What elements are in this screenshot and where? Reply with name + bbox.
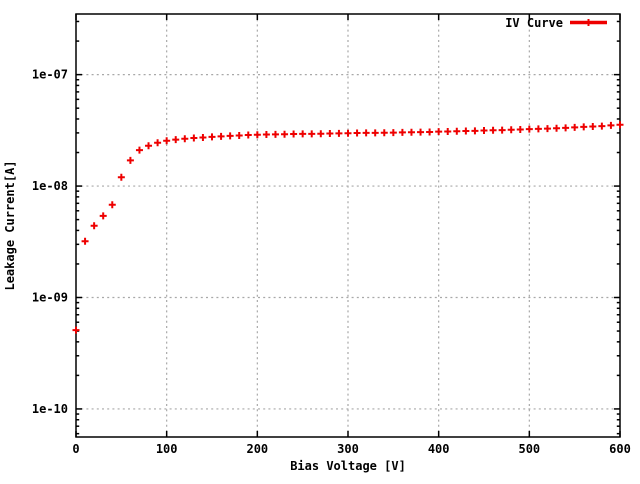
legend-sample-line [570, 19, 607, 26]
data-point-marker [217, 132, 225, 140]
data-point-marker [163, 137, 171, 145]
data-point-marker [271, 130, 279, 138]
data-point-marker [99, 212, 107, 220]
data-point-marker [435, 128, 443, 136]
data-point-marker [380, 129, 388, 137]
data-point-marker [235, 132, 243, 140]
legend-sample-marker [585, 19, 592, 26]
data-point-marker [181, 135, 189, 143]
data-point-marker [571, 123, 579, 131]
x-tick-label: 300 [337, 442, 359, 456]
x-tick-label: 600 [609, 442, 631, 456]
data-point-marker [154, 139, 162, 147]
data-point-marker [362, 129, 370, 137]
data-point-marker [199, 133, 207, 141]
data-point-marker [117, 173, 125, 181]
data-point-marker [525, 125, 533, 133]
data-point-marker [262, 131, 270, 139]
data-point-marker [444, 127, 452, 135]
data-point-marker [281, 130, 289, 138]
x-tick-label: 500 [518, 442, 540, 456]
data-point-marker [498, 126, 506, 134]
data-point-marker [308, 130, 316, 138]
data-point-marker [462, 127, 470, 135]
data-point-marker [543, 125, 551, 133]
data-point-marker [326, 130, 334, 138]
data-point-marker [371, 129, 379, 137]
data-point-marker [516, 125, 524, 133]
data-point-marker [616, 121, 624, 129]
data-point-marker [72, 326, 80, 334]
data-point-marker [126, 156, 134, 164]
data-point-marker [489, 126, 497, 134]
data-point-marker [480, 127, 488, 135]
data-point-marker [417, 128, 425, 136]
data-point-marker [226, 132, 234, 140]
data-point-marker [407, 128, 415, 136]
y-tick-label: 1e-09 [32, 291, 68, 305]
data-point-marker [135, 146, 143, 154]
data-point-marker [208, 133, 216, 141]
data-point-marker [471, 127, 479, 135]
data-point-marker [562, 124, 570, 132]
data-point-marker [398, 128, 406, 136]
data-point-marker [290, 130, 298, 138]
data-point-marker [353, 129, 361, 137]
data-point-marker [335, 129, 343, 137]
data-point-marker [553, 124, 561, 132]
x-tick-label: 100 [156, 442, 178, 456]
data-point-marker [317, 130, 325, 138]
data-point-marker [90, 222, 98, 230]
data-point-marker [172, 136, 180, 144]
data-point-marker [534, 125, 542, 133]
data-point-marker [507, 126, 515, 134]
x-axis-label: Bias Voltage [V] [290, 459, 406, 473]
data-point-marker [299, 130, 307, 138]
data-point-marker [580, 123, 588, 131]
data-point-marker [190, 134, 198, 142]
points-layer [72, 121, 624, 334]
data-point-marker [253, 131, 261, 139]
tick-label-layer: 0 100 200 300 400 500 600 1e-10 1e-09 1e-08 1e-07 [32, 68, 631, 456]
data-point-marker [389, 129, 397, 137]
data-point-marker [598, 122, 606, 130]
x-tick-label: 0 [72, 442, 79, 456]
data-point-marker [607, 121, 615, 129]
grid-layer [76, 14, 620, 437]
x-tick-label: 400 [428, 442, 450, 456]
y-tick-label: 1e-10 [32, 402, 68, 416]
data-point-marker [426, 128, 434, 136]
plot-border [75, 13, 621, 438]
data-point-marker [145, 142, 153, 150]
legend: IV Curve [505, 16, 607, 30]
x-tick-label: 200 [246, 442, 268, 456]
y-axis-label: Leakage Current[A] [3, 160, 17, 290]
y-tick-label: 1e-08 [32, 179, 68, 193]
y-tick-label: 1e-07 [32, 68, 68, 82]
data-point-marker [589, 123, 597, 131]
data-point-marker [344, 129, 352, 137]
data-point-marker [244, 131, 252, 139]
legend-label: IV Curve [505, 16, 563, 30]
data-point-marker [453, 127, 461, 135]
data-point-marker [81, 237, 89, 245]
data-point-marker [108, 201, 116, 209]
